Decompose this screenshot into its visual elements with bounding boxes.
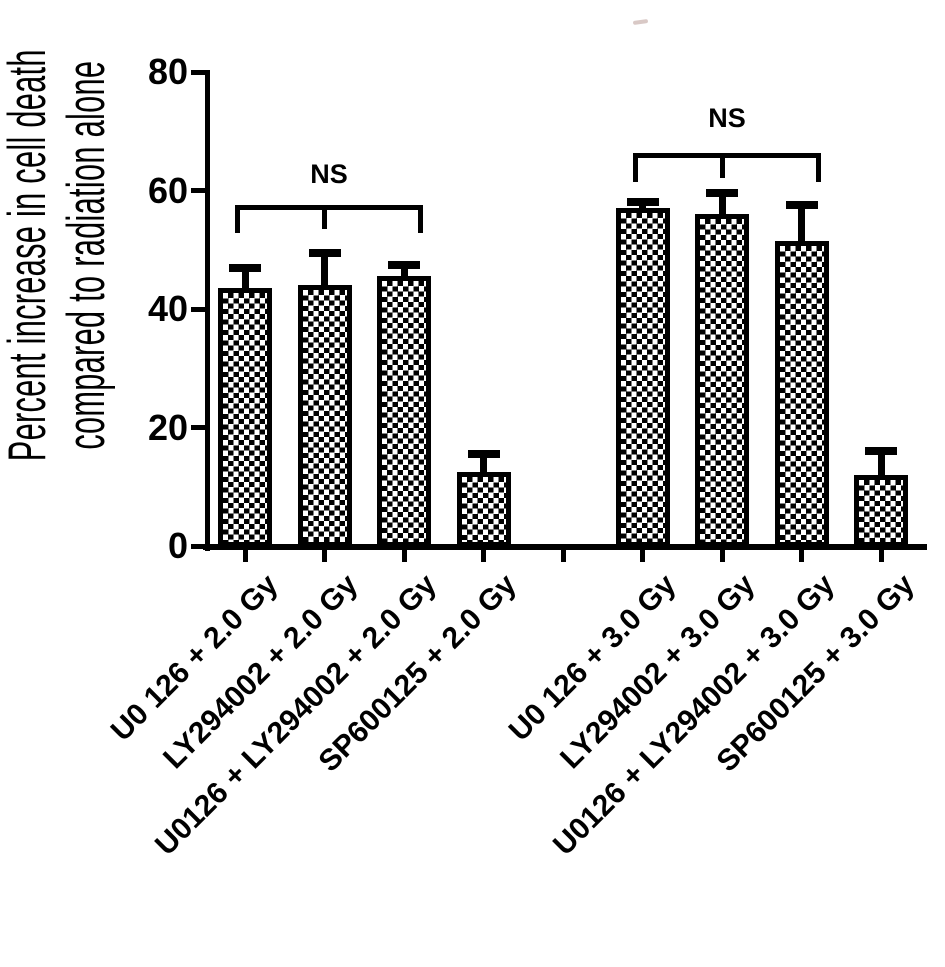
x-axis-tick xyxy=(481,548,486,562)
ns-bracket-left-stub xyxy=(633,153,638,182)
error-bar-cap xyxy=(706,189,738,198)
x-axis-tick xyxy=(242,548,248,562)
y-axis-tick-label: 40 xyxy=(147,288,188,329)
error-bar-cap xyxy=(626,198,659,207)
error-bar-stem xyxy=(241,267,249,299)
bar xyxy=(297,285,352,547)
bar xyxy=(615,208,670,547)
y-axis-tick-label: 80 xyxy=(147,51,188,92)
error-bar-cap xyxy=(388,260,420,269)
error-bar-stem xyxy=(321,252,328,296)
y-axis-line xyxy=(205,70,210,551)
y-axis-tick xyxy=(191,69,205,75)
error-bar-cap xyxy=(467,450,500,459)
ns-bracket-horizontal xyxy=(235,205,423,210)
ns-bracket-mid-stub xyxy=(720,153,725,178)
error-bar-cap xyxy=(785,201,818,210)
x-axis-tick xyxy=(719,548,725,562)
y-axis-tick-label: 20 xyxy=(147,406,188,448)
y-axis-tick xyxy=(191,425,205,430)
x-axis-tick xyxy=(640,548,645,562)
ns-annotation: NS xyxy=(310,159,348,189)
error-bar-cap xyxy=(229,263,261,272)
error-bar-stem xyxy=(480,454,487,482)
ns-bracket-left-stub xyxy=(235,205,240,233)
ns-bracket-horizontal xyxy=(633,153,821,158)
x-axis-tick xyxy=(799,548,804,562)
x-axis-line xyxy=(203,544,927,550)
ns-annotation: NS xyxy=(708,103,746,133)
y-axis-tick-label: 0 xyxy=(167,525,188,566)
y-axis-tick-label: 60 xyxy=(147,169,188,211)
y-axis-tick xyxy=(191,543,205,549)
y-axis-tick xyxy=(191,188,205,193)
ns-bracket-mid-stub xyxy=(322,205,327,229)
error-bar-stem xyxy=(400,264,408,287)
bar xyxy=(456,471,511,547)
error-bar-stem xyxy=(718,193,726,225)
x-axis-tick xyxy=(401,548,407,562)
ns-bracket-right-stub xyxy=(816,153,821,182)
bar xyxy=(218,288,272,547)
bar xyxy=(695,214,749,547)
error-bar-cap xyxy=(865,447,897,456)
x-axis-tick xyxy=(878,548,884,562)
ns-bracket-right-stub xyxy=(418,205,423,233)
error-bar-stem xyxy=(798,205,805,251)
x-axis-tick xyxy=(560,548,566,562)
x-axis-tick xyxy=(322,548,327,562)
bar xyxy=(774,240,829,547)
error-bar-stem xyxy=(877,451,885,485)
y-axis-tick xyxy=(191,306,205,312)
bar xyxy=(854,474,908,547)
error-bar-cap xyxy=(308,248,341,257)
bar xyxy=(377,276,431,547)
